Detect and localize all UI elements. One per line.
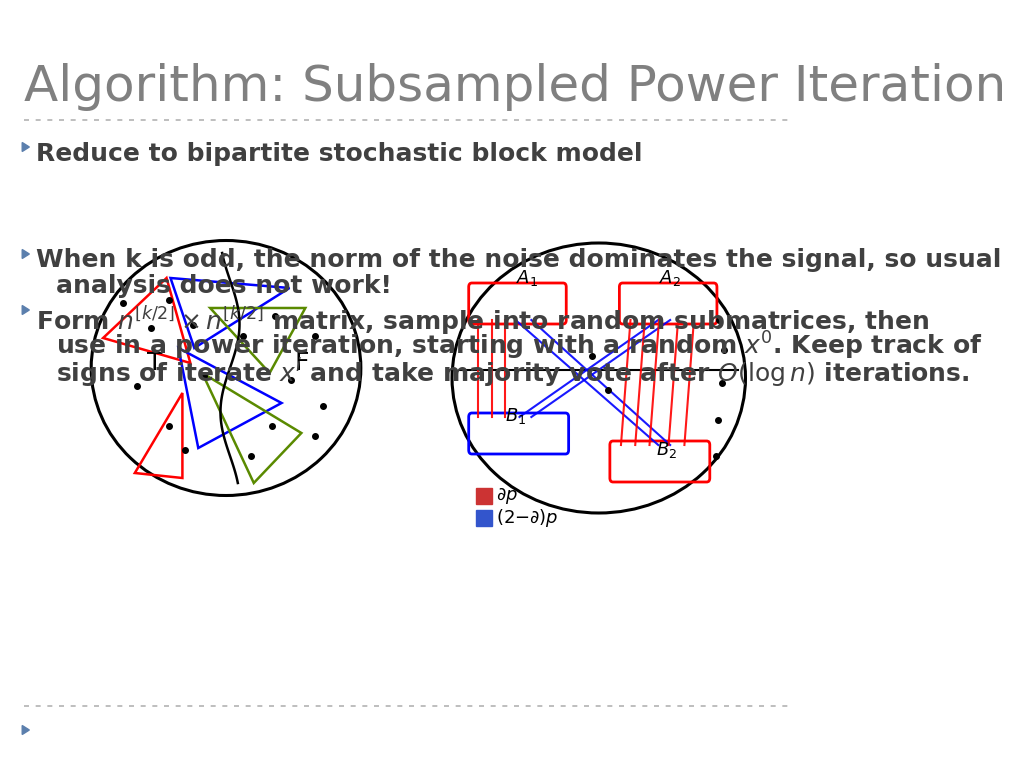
Text: $B_1$: $B_1$ (505, 406, 526, 426)
Text: $B_2$: $B_2$ (655, 440, 677, 460)
Polygon shape (23, 250, 30, 259)
Text: Form $n^{\lfloor k/2 \rfloor} \times n^{\lfloor k/2 \rfloor}$ matrix, sample int: Form $n^{\lfloor k/2 \rfloor} \times n^{… (36, 304, 929, 337)
FancyBboxPatch shape (476, 510, 492, 526)
Text: $A_2$: $A_2$ (659, 268, 681, 288)
Text: Reduce to bipartite stochastic block model: Reduce to bipartite stochastic block mod… (36, 142, 642, 166)
Text: T: T (147, 351, 163, 375)
FancyBboxPatch shape (476, 488, 492, 504)
Polygon shape (23, 726, 30, 734)
Text: $(2{-}\partial)p$: $(2{-}\partial)p$ (497, 507, 559, 529)
Text: analysis does not work!: analysis does not work! (55, 274, 391, 298)
Polygon shape (23, 306, 30, 315)
Text: When k is odd, the norm of the noise dominates the signal, so usual: When k is odd, the norm of the noise dom… (36, 248, 1001, 272)
Text: $A_1$: $A_1$ (516, 268, 539, 288)
Polygon shape (23, 143, 30, 151)
Text: $\partial p$: $\partial p$ (497, 486, 518, 506)
Text: F: F (294, 351, 308, 375)
Text: signs of iterate $x^i$ and take majority vote after $O(\log n)$ iterations.: signs of iterate $x^i$ and take majority… (55, 356, 969, 389)
Text: use in a power iteration, starting with a random $x^0$. Keep track of: use in a power iteration, starting with … (55, 330, 982, 362)
Text: Algorithm: Subsampled Power Iteration: Algorithm: Subsampled Power Iteration (24, 63, 1006, 111)
